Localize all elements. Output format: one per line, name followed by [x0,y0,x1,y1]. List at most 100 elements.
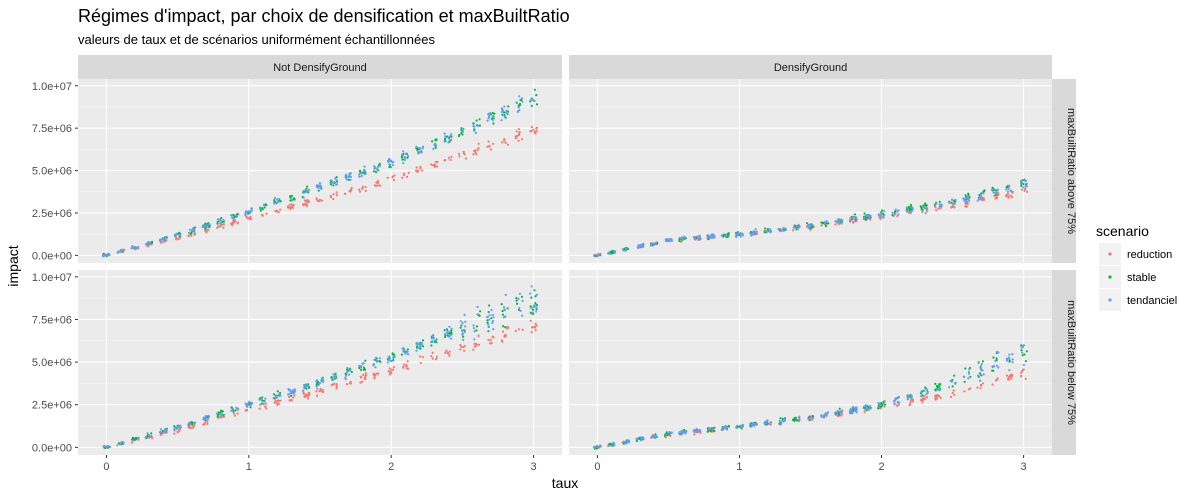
data-point [348,373,351,376]
data-point [501,325,505,328]
data-point [475,119,478,122]
data-point [708,236,711,239]
data-point [402,162,405,165]
data-point [390,159,393,162]
data-point [201,226,204,229]
data-point [764,227,767,230]
data-point [627,441,631,444]
data-point [754,228,757,231]
data-point [473,342,476,345]
data-point [967,194,970,197]
data-point [521,100,524,103]
data-point [246,216,249,219]
data-point [950,201,953,204]
data-point [1005,374,1009,377]
data-point [503,115,506,118]
data-point [392,366,396,369]
data-point [778,419,781,422]
data-point [363,172,366,175]
data-point [363,368,367,371]
data-point [459,326,462,329]
data-point [670,431,674,434]
data-point [344,192,347,195]
data-point [449,139,452,142]
data-point [964,197,967,200]
data-point [475,152,478,156]
data-point [769,423,772,426]
data-point [388,165,391,168]
data-point [625,247,628,250]
data-point [218,416,221,419]
data-point [963,375,966,378]
data-point [344,374,348,377]
series-tendanciel [592,344,1025,449]
data-point [375,184,378,187]
data-point [836,409,839,413]
data-point [891,214,894,217]
data-point [315,390,318,393]
data-point [991,366,995,369]
data-point [750,234,753,237]
data-point [378,162,381,165]
data-point [906,398,910,401]
data-point [218,412,221,415]
data-point [287,387,290,391]
data-point [160,431,163,434]
y-tick-label: 7.5e+06 [32,123,72,135]
data-point [951,198,954,201]
data-point [287,395,291,398]
data-point [444,135,447,138]
data-point [980,362,984,365]
data-point [910,209,914,213]
data-point [501,141,504,144]
data-point [950,380,954,383]
data-point [967,377,970,380]
data-point [516,302,519,305]
data-point [487,323,490,326]
data-point [1022,344,1025,347]
data-point [767,422,771,425]
data-point [177,233,180,236]
data-point [400,155,403,158]
data-point [780,421,783,424]
data-point [130,441,133,444]
data-point [535,129,538,133]
data-point [159,238,162,241]
data-point [306,185,309,188]
data-point [364,372,367,375]
data-point [291,205,294,208]
data-point [488,318,491,321]
data-point [517,128,521,131]
data-point [472,125,475,128]
data-point [289,195,292,198]
data-point [953,206,956,209]
data-point [599,252,602,255]
data-point [358,190,362,193]
data-point [418,341,421,345]
data-point [624,249,627,252]
data-point [698,236,702,240]
data-point [164,430,167,433]
data-point [883,403,887,406]
data-point [216,220,219,223]
data-point [462,127,465,131]
data-point [1020,375,1023,378]
data-point [911,400,915,403]
data-point [450,133,453,136]
data-point [735,233,738,236]
data-point [207,228,210,231]
data-point [430,355,433,358]
data-point [909,400,912,404]
data-point [882,215,885,218]
data-point [1006,190,1010,193]
data-point [838,410,842,413]
data-point [293,198,296,201]
data-point [477,334,480,337]
data-point [245,405,248,408]
data-point [415,166,418,169]
data-point [653,436,656,439]
data-point [464,320,467,323]
data-point [727,232,730,235]
data-point [706,430,709,433]
data-point [680,236,683,239]
